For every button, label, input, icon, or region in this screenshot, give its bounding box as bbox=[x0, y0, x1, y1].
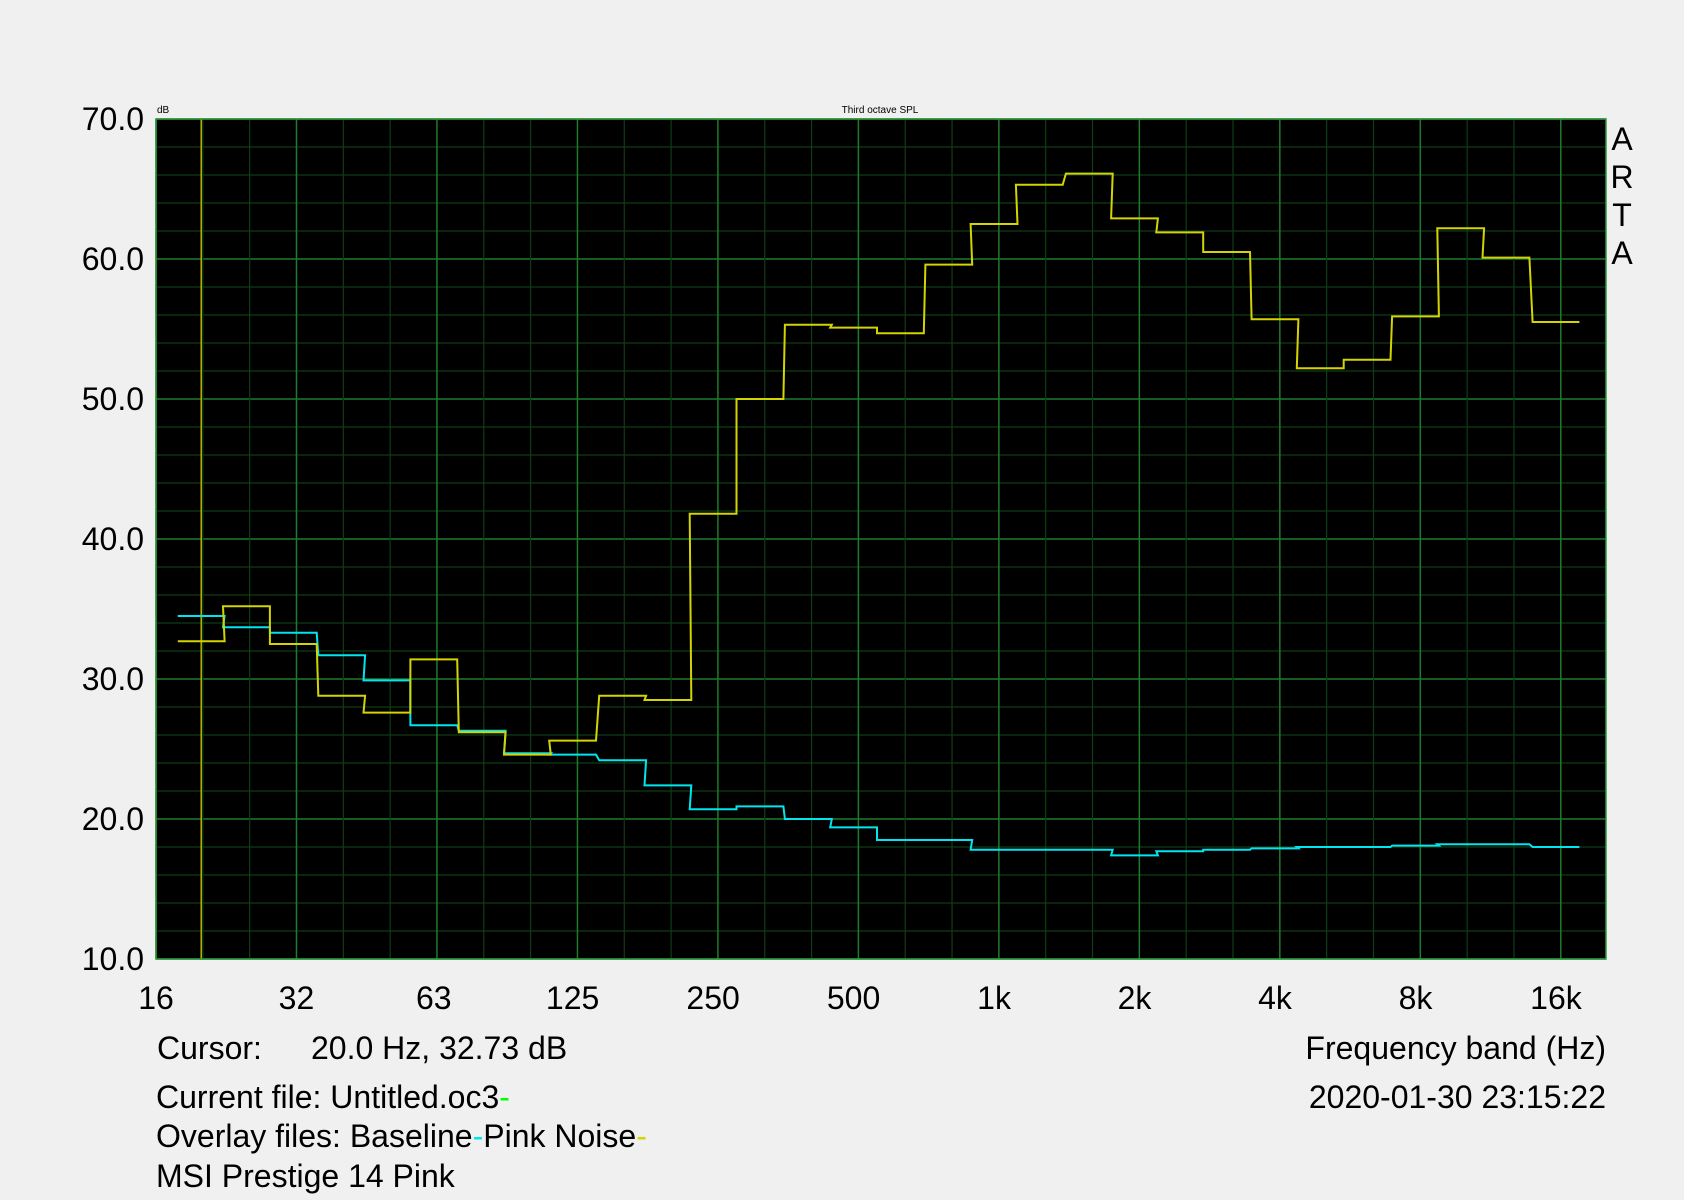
x-tick-label: 8k bbox=[1399, 980, 1434, 1016]
current-file-marker: - bbox=[499, 1079, 510, 1115]
x-tick-label: 250 bbox=[686, 980, 739, 1016]
arta-logo: A R T A bbox=[1610, 121, 1633, 271]
x-tick-label: 16k bbox=[1530, 980, 1583, 1016]
plot-border bbox=[155, 118, 1607, 960]
y-tick-label: 70.0 bbox=[82, 101, 144, 137]
current-file: Current file: Untitled.oc3- bbox=[156, 1079, 510, 1115]
x-tick-labels: 16 32 63 125 250 500 1k 2k 4k 8k 16k bbox=[138, 980, 1583, 1016]
logo-letter: R bbox=[1610, 159, 1633, 195]
series-pink-noise bbox=[177, 172, 1580, 756]
y-tick-labels: 70.0 60.0 50.0 40.0 30.0 20.0 10.0 bbox=[82, 101, 144, 977]
overlay-second: Pink Noise bbox=[483, 1118, 636, 1154]
x-tick-label: 2k bbox=[1118, 980, 1153, 1016]
logo-letter: A bbox=[1611, 235, 1633, 271]
y-tick-label: 30.0 bbox=[82, 661, 144, 697]
logo-letter: A bbox=[1611, 121, 1633, 157]
x-tick-label: 4k bbox=[1258, 980, 1293, 1016]
x-axis-label: Frequency band (Hz) bbox=[1305, 1030, 1606, 1066]
x-tick-label: 32 bbox=[279, 980, 315, 1016]
overlay-label: Overlay files: Baseline bbox=[156, 1118, 473, 1154]
baseline-marker: - bbox=[473, 1118, 484, 1154]
y-tick-label: 20.0 bbox=[82, 801, 144, 837]
cursor-label: Cursor: bbox=[157, 1030, 262, 1066]
measurement-description: MSI Prestige 14 Pink bbox=[156, 1158, 456, 1194]
chart-title: Third octave SPL bbox=[842, 105, 919, 116]
x-tick-label: 63 bbox=[416, 980, 452, 1016]
x-tick-label: 500 bbox=[827, 980, 880, 1016]
grid bbox=[155, 118, 1606, 960]
cursor-readout: 20.0 Hz, 32.73 dB bbox=[311, 1030, 567, 1066]
measurement-datetime: 2020-01-30 23:15:22 bbox=[1309, 1079, 1606, 1115]
overlay-files: Overlay files: Baseline-Pink Noise- bbox=[156, 1118, 647, 1154]
y-tick-label: 50.0 bbox=[82, 381, 144, 417]
y-axis-unit: dB bbox=[157, 105, 170, 116]
x-tick-label: 16 bbox=[138, 980, 174, 1016]
y-tick-label: 10.0 bbox=[82, 941, 144, 977]
pink-noise-marker: - bbox=[636, 1118, 647, 1154]
current-file-name: Current file: Untitled.oc3 bbox=[156, 1079, 499, 1115]
x-tick-label: 1k bbox=[977, 980, 1012, 1016]
x-tick-label: 125 bbox=[546, 980, 599, 1016]
logo-letter: T bbox=[1612, 197, 1632, 233]
y-tick-label: 40.0 bbox=[82, 521, 144, 557]
series-group bbox=[177, 172, 1580, 857]
y-tick-label: 60.0 bbox=[82, 241, 144, 277]
